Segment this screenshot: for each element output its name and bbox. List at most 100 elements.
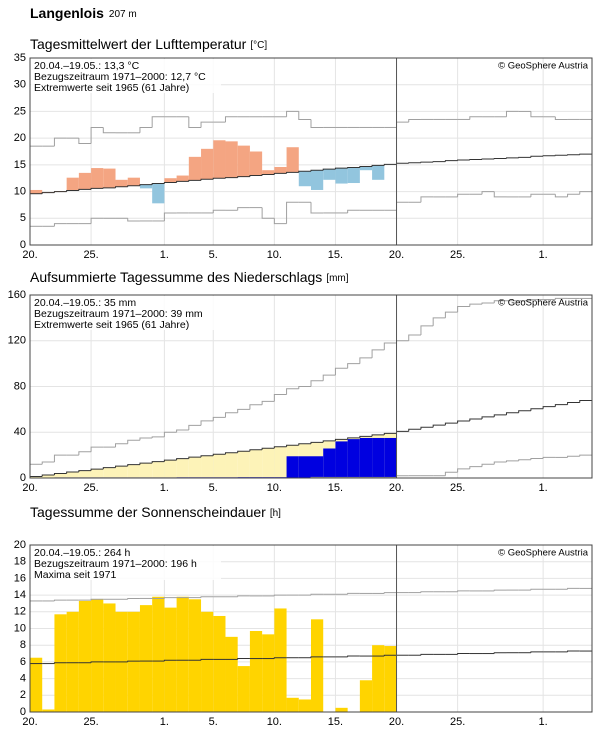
y-tick-label: 0 <box>20 706 26 718</box>
bar <box>30 657 43 712</box>
step-line <box>163 597 177 599</box>
step-line <box>530 299 544 301</box>
deviation-bar <box>262 170 275 175</box>
x-tick-label: 15. <box>328 716 343 728</box>
normal-fill <box>188 457 202 478</box>
normal-fill <box>78 470 92 478</box>
info-text: 20.04.–19.05.: 35 mm <box>34 297 136 309</box>
deviation-bar <box>152 183 165 204</box>
station-altitude: 207 m <box>109 9 137 20</box>
bar <box>176 596 189 712</box>
step-line <box>212 177 226 180</box>
step-line <box>347 167 360 169</box>
step-line <box>200 455 214 458</box>
bar <box>91 599 104 712</box>
plot-frame <box>29 57 593 246</box>
normal-fill <box>115 466 128 478</box>
y-tick-label: 6 <box>20 656 26 668</box>
deviation-bar <box>372 165 385 180</box>
x-tick-label: 10. <box>267 716 282 728</box>
x-tick-label: 25. <box>450 716 465 728</box>
step-line <box>420 653 434 656</box>
step-line <box>163 659 177 662</box>
step-line <box>457 193 470 197</box>
plot-frame <box>29 294 593 479</box>
step-line <box>224 116 238 123</box>
step-line <box>457 590 470 592</box>
step-line <box>579 191 592 195</box>
step-line <box>139 126 153 133</box>
y-tick-label: 25 <box>14 105 26 117</box>
step-line <box>530 408 544 411</box>
step-line <box>420 426 434 430</box>
step-line <box>567 587 580 590</box>
step-line <box>127 439 140 444</box>
step-line <box>102 127 116 134</box>
bar <box>139 605 153 712</box>
step-line <box>200 178 214 181</box>
y-tick-label: 8 <box>20 639 26 651</box>
normal-fill <box>54 473 67 478</box>
bar <box>298 699 311 712</box>
step-line <box>237 207 250 211</box>
step-line <box>432 424 446 428</box>
step-line <box>310 441 324 444</box>
step-line <box>53 191 67 193</box>
bar <box>274 608 287 712</box>
deviation-bar <box>78 172 92 190</box>
chart-title: Tagessumme der Sonnenscheindauer [h] <box>30 504 281 520</box>
step-line <box>163 459 177 462</box>
step-line <box>481 158 495 160</box>
step-line <box>347 655 360 657</box>
step-line <box>408 428 421 432</box>
title-unit: [°C] <box>250 40 267 51</box>
step-line <box>493 300 507 304</box>
x-tick-label: 10. <box>267 482 282 494</box>
normal-fill <box>249 449 263 478</box>
step-line <box>273 394 287 402</box>
deviation-bar <box>323 169 336 180</box>
step-line <box>53 223 67 227</box>
info-text: Extremwerte seit 1965 (61 Jahre) <box>34 319 189 331</box>
bar <box>103 603 116 712</box>
step-line <box>237 658 250 660</box>
step-line <box>444 422 458 426</box>
step-line <box>151 116 165 128</box>
step-line <box>542 406 556 409</box>
step-line <box>298 386 311 389</box>
bar <box>42 709 55 712</box>
step-line <box>310 656 324 658</box>
step-line <box>530 155 544 158</box>
step-line <box>90 661 104 663</box>
bar <box>213 615 226 712</box>
bar <box>323 448 336 478</box>
deviation-bar <box>188 156 202 181</box>
x-tick-label: 1. <box>160 482 169 494</box>
step-line <box>359 435 373 438</box>
deviation-bar <box>91 168 104 189</box>
normal-fill <box>237 451 250 478</box>
x-tick-label: 20. <box>389 249 404 261</box>
step-line <box>286 110 299 117</box>
y-tick-label: 4 <box>20 673 26 685</box>
step-line <box>127 218 140 222</box>
step-line <box>530 193 544 197</box>
y-tick-label: 14 <box>14 589 26 601</box>
step-line <box>530 111 544 118</box>
step-line <box>139 437 153 441</box>
info-box <box>31 59 221 93</box>
step-line <box>249 449 263 452</box>
step-line <box>41 192 55 194</box>
title-unit: [mm] <box>326 273 348 284</box>
deviation-bar <box>66 177 79 191</box>
step-line <box>347 209 360 213</box>
step-line <box>163 431 177 437</box>
step-line <box>567 455 580 458</box>
y-tick-label: 35 <box>14 52 26 64</box>
bar <box>78 600 92 712</box>
credit: © GeoSphere Austria <box>498 61 589 72</box>
deviation-bar <box>237 145 250 177</box>
step-line <box>493 414 507 417</box>
